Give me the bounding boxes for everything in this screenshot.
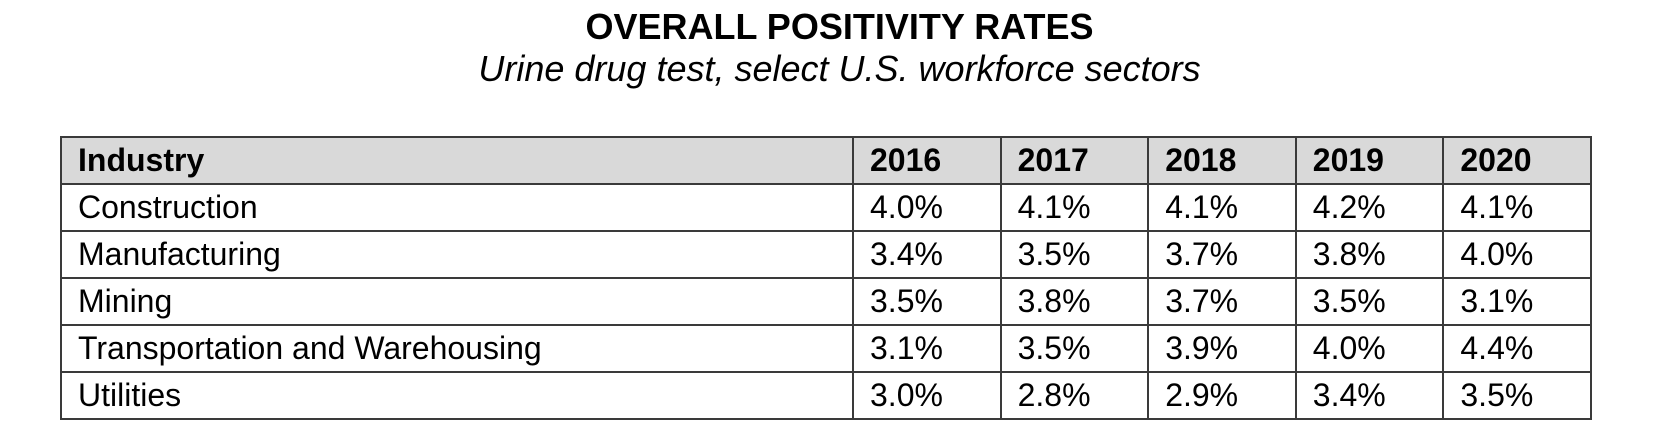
column-header-industry: Industry [60, 136, 854, 185]
value-cell: 3.1% [1442, 277, 1592, 326]
value-cell: 4.1% [1442, 183, 1592, 232]
value-cell: 3.7% [1147, 277, 1297, 326]
value-cell: 3.4% [1294, 371, 1445, 420]
positivity-rates-table: Industry 2016 2017 2018 2019 2020 Constr… [60, 136, 1592, 420]
industry-cell: Transportation and Warehousing [60, 324, 854, 373]
value-cell: 3.5% [1294, 277, 1445, 326]
industry-cell: Construction [60, 183, 854, 232]
value-cell: 3.1% [852, 324, 1002, 373]
industry-cell: Mining [60, 277, 854, 326]
value-cell: 3.0% [852, 371, 1002, 420]
value-cell: 3.5% [852, 277, 1002, 326]
value-cell: 4.0% [1442, 230, 1592, 279]
table-row: Mining 3.5% 3.8% 3.7% 3.5% 3.1% [60, 277, 1592, 326]
value-cell: 4.1% [999, 183, 1150, 232]
table-row: Construction 4.0% 4.1% 4.1% 4.2% 4.1% [60, 183, 1592, 232]
value-cell: 3.9% [1147, 324, 1297, 373]
table-row: Manufacturing 3.4% 3.5% 3.7% 3.8% 4.0% [60, 230, 1592, 279]
column-header-2017: 2017 [999, 136, 1150, 185]
value-cell: 2.8% [999, 371, 1150, 420]
table-row: Utilities 3.0% 2.8% 2.9% 3.4% 3.5% [60, 371, 1592, 420]
value-cell: 3.7% [1147, 230, 1297, 279]
industry-cell: Manufacturing [60, 230, 854, 279]
chart-title: OVERALL POSITIVITY RATES [585, 6, 1094, 47]
industry-cell: Utilities [60, 371, 854, 420]
column-header-2020: 2020 [1442, 136, 1592, 185]
value-cell: 4.1% [1147, 183, 1297, 232]
table-header-row: Industry 2016 2017 2018 2019 2020 [60, 136, 1592, 185]
value-cell: 3.8% [1294, 230, 1445, 279]
value-cell: 3.5% [1442, 371, 1592, 420]
column-header-2018: 2018 [1147, 136, 1297, 185]
value-cell: 4.0% [1294, 324, 1445, 373]
value-cell: 2.9% [1147, 371, 1297, 420]
value-cell: 4.0% [852, 183, 1002, 232]
value-cell: 3.4% [852, 230, 1002, 279]
column-header-2019: 2019 [1294, 136, 1445, 185]
table-row: Transportation and Warehousing 3.1% 3.5%… [60, 324, 1592, 373]
value-cell: 4.2% [1294, 183, 1445, 232]
value-cell: 3.5% [999, 324, 1150, 373]
value-cell: 3.8% [999, 277, 1150, 326]
value-cell: 3.5% [999, 230, 1150, 279]
chart-subtitle: Urine drug test, select U.S. workforce s… [478, 48, 1201, 89]
value-cell: 4.4% [1442, 324, 1592, 373]
column-header-2016: 2016 [852, 136, 1002, 185]
